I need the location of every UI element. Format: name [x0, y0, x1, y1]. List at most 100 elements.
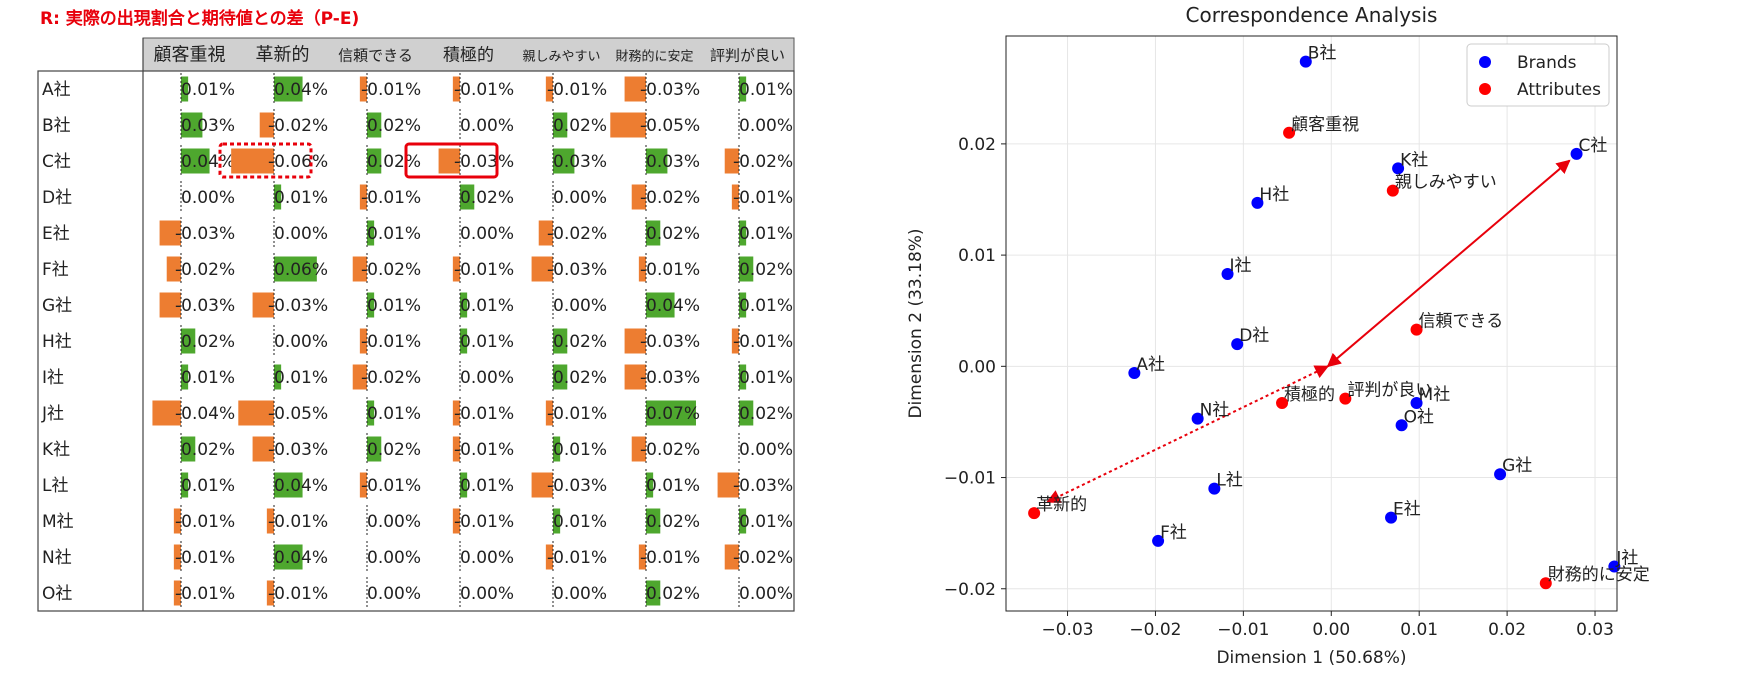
cell-value: 0.06%	[274, 260, 328, 280]
data-bar-negative	[638, 256, 646, 282]
data-bar-negative	[452, 400, 460, 426]
cell-value: -0.01%	[733, 332, 793, 352]
data-bar-negative	[538, 220, 553, 246]
cell-value: -0.02%	[640, 188, 700, 208]
brand-point	[1208, 482, 1221, 495]
data-bar-positive	[181, 472, 189, 498]
cell-value: -0.05%	[268, 404, 328, 424]
data-bar-negative	[731, 328, 739, 354]
cell-value: 0.01%	[181, 476, 235, 496]
cell-value: -0.01%	[454, 404, 514, 424]
brand-label: D社	[42, 188, 72, 208]
brand-point	[1191, 412, 1204, 425]
data-bar-positive	[181, 328, 196, 354]
cell-value: -0.01%	[175, 512, 235, 532]
cell-value: -0.01%	[268, 512, 328, 532]
brand-label: L社	[42, 476, 68, 496]
cell-value: -0.02%	[268, 116, 328, 136]
data-bar-positive	[367, 436, 382, 462]
brand-label: A社	[42, 80, 71, 100]
data-bar-positive	[553, 364, 568, 390]
cell-value: 0.01%	[367, 404, 421, 424]
column-header: 信頼できる	[338, 47, 413, 65]
brand-label: J社	[41, 404, 64, 424]
data-bar-negative	[624, 76, 646, 102]
data-bar-positive	[739, 508, 747, 534]
brand-point	[1299, 55, 1312, 68]
data-bar-negative	[452, 508, 460, 534]
cell-value: 0.00%	[367, 548, 421, 568]
data-bar-positive	[739, 292, 747, 318]
cell-value: 0.00%	[739, 584, 793, 604]
point-label: B社	[1308, 44, 1337, 64]
cell-value: 0.03%	[181, 116, 235, 136]
data-bar-negative	[724, 148, 739, 174]
data-bar-positive	[646, 400, 696, 426]
data-bar-positive	[181, 436, 196, 462]
cell-value: 0.01%	[460, 296, 514, 316]
attribute-point	[1276, 397, 1289, 410]
cell-value: 0.02%	[181, 440, 235, 460]
data-bar-positive	[553, 148, 575, 174]
cell-value: 0.01%	[181, 80, 235, 100]
cell-value: -0.01%	[454, 512, 514, 532]
data-bar-negative	[152, 400, 181, 426]
data-bar-positive	[181, 148, 210, 174]
data-bar-negative	[545, 76, 553, 102]
cell-value: 0.00%	[367, 584, 421, 604]
table-title: R: 実際の出現割合と期待値との差（P-E)	[40, 9, 360, 29]
point-label: 信頼できる	[1419, 312, 1504, 332]
data-bar-negative	[266, 580, 274, 606]
data-bar-positive	[553, 508, 561, 534]
cell-value: -0.01%	[640, 548, 700, 568]
cell-value: -0.01%	[361, 332, 421, 352]
column-header: 積極的	[443, 46, 494, 66]
cell-value: 0.01%	[460, 476, 514, 496]
x-tick-label: −0.01	[1217, 620, 1269, 640]
brand-point	[1385, 511, 1398, 524]
data-bar-positive	[274, 256, 317, 282]
data-bar-positive	[739, 256, 754, 282]
x-tick-label: 0.03	[1576, 620, 1614, 640]
cell-value: -0.01%	[361, 476, 421, 496]
data-bar-negative	[624, 364, 646, 390]
data-bar-positive	[553, 328, 568, 354]
data-bar-positive	[553, 436, 561, 462]
data-bar-positive	[367, 148, 382, 174]
plot-frame	[1005, 35, 1618, 612]
data-bar-negative	[266, 508, 274, 534]
cell-value: 0.03%	[553, 152, 607, 172]
point-label: A社	[1136, 355, 1165, 375]
legend-label: Attributes	[1517, 80, 1601, 100]
cell-value: -0.01%	[268, 584, 328, 604]
cell-value: -0.03%	[268, 440, 328, 460]
cell-value: 0.01%	[739, 80, 793, 100]
point-label: O社	[1404, 407, 1434, 427]
cell-value: -0.01%	[547, 80, 607, 100]
data-bar-negative	[359, 184, 367, 210]
legend-marker	[1479, 83, 1491, 95]
cell-value: 0.04%	[274, 80, 328, 100]
cell-value: 0.01%	[367, 296, 421, 316]
data-bar-negative	[173, 580, 181, 606]
cell-value: 0.00%	[460, 224, 514, 244]
data-bar-positive	[460, 184, 475, 210]
data-bar-negative	[359, 472, 367, 498]
cell-value: 0.02%	[739, 404, 793, 424]
point-label: J社	[1615, 549, 1638, 569]
data-bar-positive	[367, 400, 375, 426]
cell-value: -0.01%	[547, 404, 607, 424]
data-bar-negative	[159, 220, 181, 246]
pe-difference-table: 顧客重視 革新的 信頼できる 積極的 親しみやすい 財務的に安定 評判が良い A社 0.01% 0…	[37, 37, 795, 612]
highlight-box	[404, 142, 499, 179]
brand-point	[1128, 366, 1141, 379]
data-bar-positive	[274, 184, 282, 210]
data-bar-negative	[166, 256, 181, 282]
brand-point	[1392, 162, 1405, 175]
cell-value: -0.01%	[454, 440, 514, 460]
table-header-bg	[142, 37, 795, 72]
point-label: 革新的	[1036, 495, 1087, 515]
data-bar-negative	[173, 508, 181, 534]
brand-point	[1608, 560, 1621, 573]
data-bar-positive	[274, 76, 303, 102]
